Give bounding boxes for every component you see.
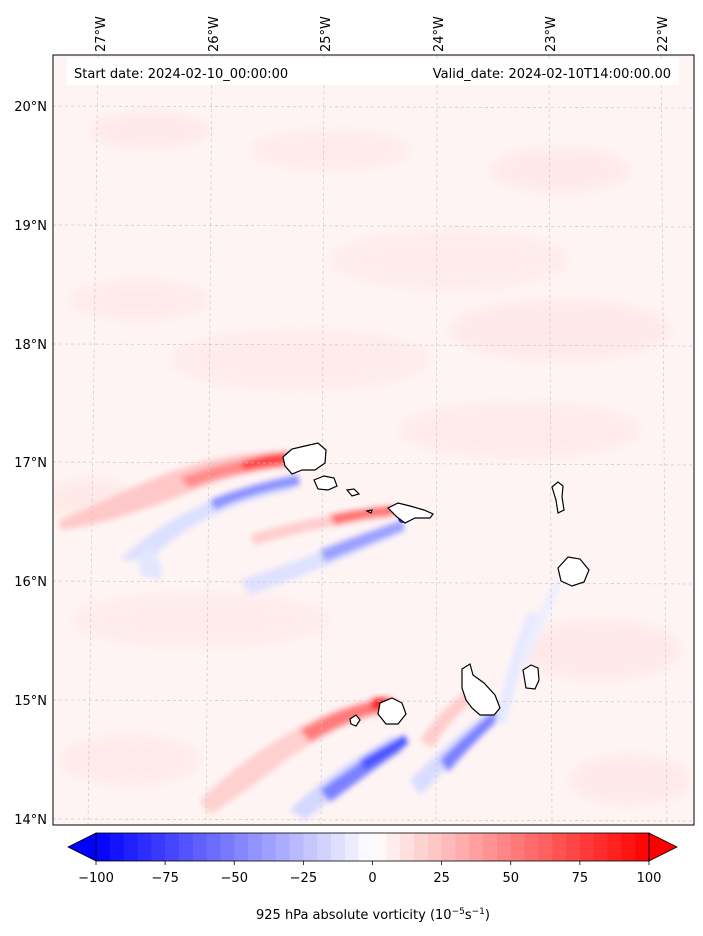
colorbar-cell [331, 833, 346, 861]
colorbar-cell [303, 833, 318, 861]
island-sal [551, 481, 565, 514]
lat-tick-label: 16°N [14, 575, 47, 590]
colorbar-tick-label: 0 [368, 871, 376, 886]
lon-tick-label: 23°W [544, 16, 559, 52]
colorbar-cell [607, 833, 622, 861]
colorbar-extend-max [648, 832, 678, 862]
colorbar-cell [192, 833, 208, 861]
colorbar-cell [234, 833, 249, 861]
island-boa-vista [557, 556, 590, 587]
colorbar-cell [317, 833, 332, 861]
lat-tick-label: 20°N [14, 100, 47, 115]
lat-tick-label: 14°N [14, 813, 47, 828]
island-santo-antao [282, 442, 327, 475]
vorticity-field [53, 112, 690, 820]
colorbar-cell [538, 833, 553, 861]
colorbar-cell [220, 833, 235, 861]
colorbar-tick-label: −50 [221, 871, 248, 886]
colorbar-cell [566, 833, 581, 861]
islands [282, 442, 590, 727]
colorbar-cell [510, 833, 526, 861]
island-santa-luzia [345, 488, 361, 497]
lon-tick-label: 27°W [94, 16, 109, 52]
colorbar-tick-label: 25 [433, 871, 450, 886]
lon-tick-label: 26°W [207, 16, 222, 52]
colorbar-cell [455, 833, 470, 861]
colorbar-cell [96, 833, 111, 861]
colorbar-cell [427, 833, 443, 861]
colorbar-cells [96, 833, 650, 861]
colorbar-cell [496, 833, 512, 861]
colorbar-cell [248, 833, 263, 861]
colorbar-cell [552, 833, 567, 861]
colorbar-cell [206, 833, 222, 861]
island-sao-nicolau [386, 502, 434, 524]
colorbar-extend-min [67, 832, 97, 862]
valid-date-label: Valid_date: 2024-02-10T14:00:00.00 [433, 67, 671, 82]
graticule [53, 55, 694, 825]
island-fogo [377, 697, 407, 725]
colorbar-cell [469, 833, 484, 861]
island-sao-vicente [313, 475, 338, 491]
colorbar-cell [123, 833, 139, 861]
colorbar-cell [635, 833, 650, 861]
colorbar-tick-label: −25 [290, 871, 317, 886]
lon-tick-label: 24°W [432, 16, 447, 52]
lat-tick-label: 17°N [14, 456, 47, 471]
colorbar-tick-label: −100 [78, 871, 114, 886]
colorbar-cell [109, 833, 125, 861]
colorbar-cell [400, 833, 415, 861]
map-frame [52, 54, 695, 826]
colorbar-cell [275, 833, 291, 861]
colorbar-cell [386, 833, 401, 861]
colorbar-ticks: −100 −75 −50 −25 0 25 50 75 100 [78, 861, 661, 886]
island-brava [349, 714, 361, 727]
colorbar-label: 925 hPa absolute vorticity (10−5s−1) [256, 907, 490, 923]
colorbar-cell [579, 833, 595, 861]
island-maio [522, 664, 540, 690]
colorbar-cell [483, 833, 498, 861]
lat-tick-label: 18°N [14, 338, 47, 353]
colorbar-cell [593, 833, 609, 861]
colorbar-tick-label: −75 [151, 871, 178, 886]
start-date-label: Start date: 2024-02-10_00:00:00 [74, 67, 288, 82]
lat-tick-label: 19°N [14, 219, 47, 234]
colorbar-cell [344, 833, 360, 861]
colorbar-cell [441, 833, 457, 861]
colorbar-cell [289, 833, 304, 861]
colorbar-cell [358, 833, 374, 861]
colorbar-cell [178, 833, 194, 861]
island-ilhéu [365, 509, 373, 514]
lon-tick-label: 22°W [656, 16, 671, 52]
colorbar-cell [621, 833, 636, 861]
colorbar-tick-label: 50 [502, 871, 519, 886]
longitude-axis: 27°W 26°W 25°W 24°W 23°W 22°W [94, 16, 671, 52]
lon-tick-label: 25°W [319, 16, 334, 52]
colorbar-cell [413, 833, 429, 861]
colorbar-cell [524, 833, 539, 861]
island-santiago [461, 663, 501, 716]
colorbar-tick-label: 100 [637, 871, 662, 886]
lat-tick-label: 15°N [14, 694, 47, 709]
info-box [67, 58, 679, 85]
colorbar-cell [261, 833, 277, 861]
colorbar-cell [137, 833, 152, 861]
latitude-axis: 20°N 19°N 18°N 17°N 16°N 15°N 14°N [14, 100, 47, 828]
colorbar: −100 −75 −50 −25 0 25 50 75 100 925 hPa absolute… [67, 832, 678, 923]
colorbar-cell [372, 833, 387, 861]
colorbar-tick-label: 75 [572, 871, 589, 886]
colorbar-cell [151, 833, 166, 861]
colorbar-cell [165, 833, 180, 861]
